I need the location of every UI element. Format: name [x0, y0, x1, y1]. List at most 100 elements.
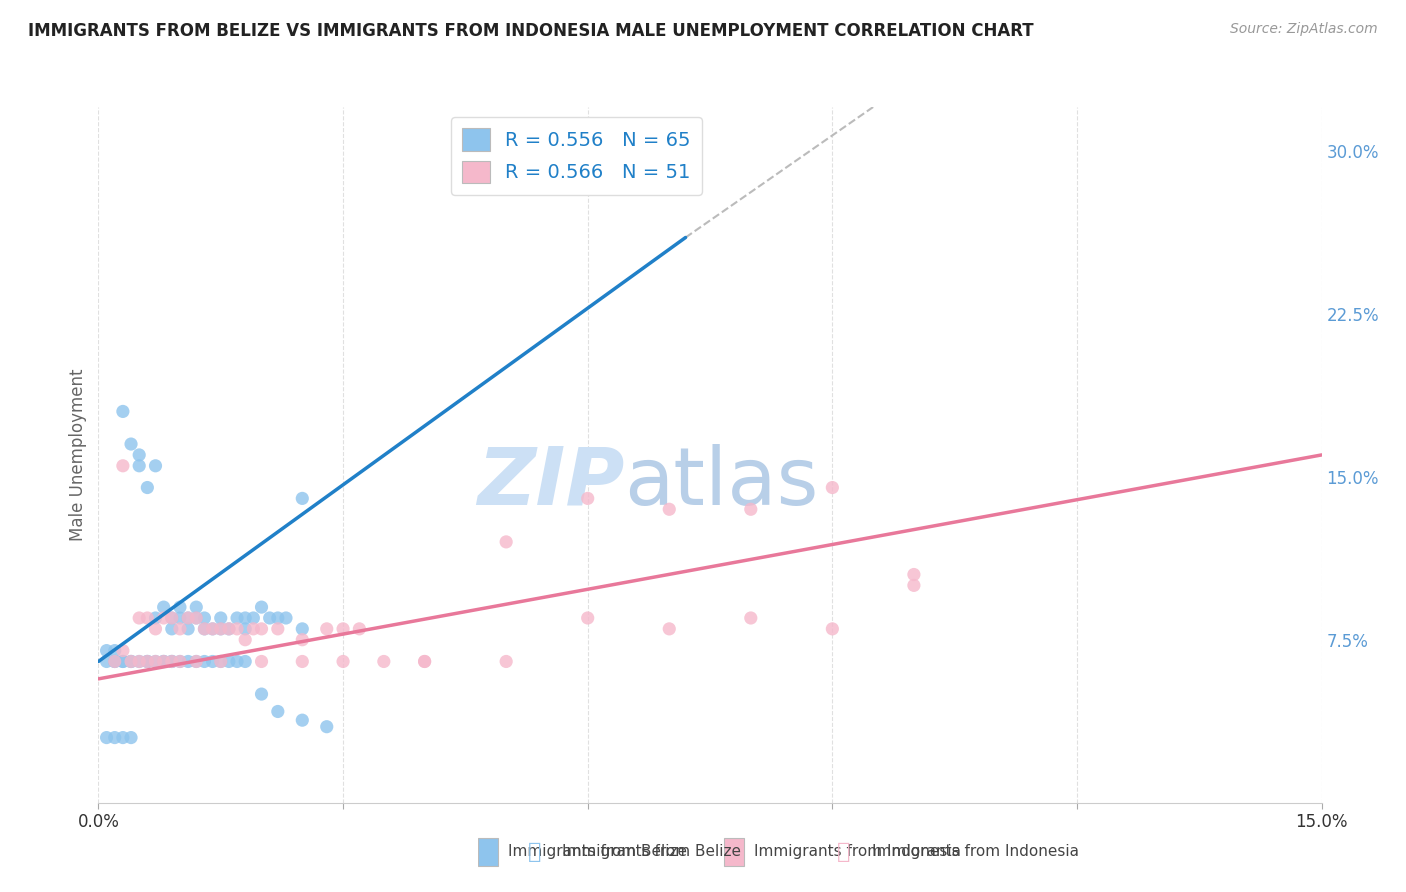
- Point: [226, 655, 249, 669]
- Point: [291, 655, 314, 669]
- Point: [128, 655, 150, 669]
- Point: [242, 611, 264, 625]
- Point: [96, 731, 118, 745]
- Point: [96, 643, 118, 657]
- Point: [186, 611, 208, 625]
- Point: [160, 622, 183, 636]
- Y-axis label: Male Unemployment: Male Unemployment: [69, 368, 87, 541]
- Point: [177, 655, 200, 669]
- Point: [274, 611, 297, 625]
- Point: [267, 705, 290, 719]
- Point: [193, 622, 215, 636]
- Point: [120, 655, 142, 669]
- Point: [169, 655, 191, 669]
- Point: [111, 643, 134, 657]
- Text: Immigrants from Belize: Immigrants from Belize: [508, 845, 686, 859]
- Point: [136, 655, 159, 669]
- Point: [218, 655, 240, 669]
- Point: [152, 655, 174, 669]
- Point: [128, 458, 150, 473]
- Point: [104, 655, 127, 669]
- Point: [209, 655, 232, 669]
- Text: Source: ZipAtlas.com: Source: ZipAtlas.com: [1230, 22, 1378, 37]
- Legend: R = 0.556   N = 65, R = 0.566   N = 51: R = 0.556 N = 65, R = 0.566 N = 51: [451, 117, 702, 194]
- Point: [169, 622, 191, 636]
- Point: [413, 655, 436, 669]
- Point: [226, 622, 249, 636]
- Point: [315, 622, 337, 636]
- Point: [145, 655, 167, 669]
- Point: [186, 600, 208, 615]
- Point: [233, 632, 256, 647]
- Point: [111, 404, 134, 418]
- Point: [145, 611, 167, 625]
- Bar: [478, 838, 498, 866]
- Point: [111, 655, 134, 669]
- Text: Immigrants from Belize: Immigrants from Belize: [562, 845, 741, 859]
- Point: [373, 655, 395, 669]
- Point: [152, 655, 174, 669]
- Text: atlas: atlas: [624, 443, 818, 522]
- Point: [128, 655, 150, 669]
- Point: [740, 611, 762, 625]
- Point: [120, 731, 142, 745]
- Point: [169, 655, 191, 669]
- Point: [152, 600, 174, 615]
- Point: [201, 622, 224, 636]
- Point: [218, 622, 240, 636]
- Point: [160, 655, 183, 669]
- Point: [136, 611, 159, 625]
- Point: [332, 622, 354, 636]
- Point: [136, 655, 159, 669]
- Point: [226, 611, 249, 625]
- Point: [136, 481, 159, 495]
- Point: [152, 655, 174, 669]
- Point: [291, 632, 314, 647]
- Point: [250, 622, 273, 636]
- Point: [291, 491, 314, 506]
- Point: [145, 458, 167, 473]
- Point: [104, 655, 127, 669]
- Point: [145, 622, 167, 636]
- Text: IMMIGRANTS FROM BELIZE VS IMMIGRANTS FROM INDONESIA MALE UNEMPLOYMENT CORRELATIO: IMMIGRANTS FROM BELIZE VS IMMIGRANTS FRO…: [28, 22, 1033, 40]
- Point: [160, 655, 183, 669]
- Point: [349, 622, 371, 636]
- Point: [740, 502, 762, 516]
- Point: [233, 611, 256, 625]
- Point: [209, 622, 232, 636]
- Point: [136, 655, 159, 669]
- Text: ZIP: ZIP: [477, 443, 624, 522]
- Point: [821, 622, 844, 636]
- Point: [291, 622, 314, 636]
- Point: [658, 502, 681, 516]
- Point: [250, 655, 273, 669]
- Point: [160, 611, 183, 625]
- Point: [169, 600, 191, 615]
- Point: [186, 611, 208, 625]
- Point: [111, 655, 134, 669]
- Point: [291, 713, 314, 727]
- Point: [152, 611, 174, 625]
- Point: [104, 655, 127, 669]
- Point: [177, 622, 200, 636]
- Text: Immigrants from Indonesia: Immigrants from Indonesia: [754, 845, 960, 859]
- Point: [177, 611, 200, 625]
- Point: [104, 731, 127, 745]
- Point: [128, 448, 150, 462]
- Point: [104, 643, 127, 657]
- Point: [821, 481, 844, 495]
- Point: [233, 622, 256, 636]
- Point: [193, 655, 215, 669]
- Point: [495, 655, 517, 669]
- Point: [128, 611, 150, 625]
- Text: Immigrants from Indonesia: Immigrants from Indonesia: [872, 845, 1078, 859]
- Point: [186, 655, 208, 669]
- Point: [209, 655, 232, 669]
- Point: [495, 535, 517, 549]
- Point: [209, 611, 232, 625]
- Point: [576, 491, 599, 506]
- Bar: [724, 838, 744, 866]
- Point: [120, 655, 142, 669]
- Point: [218, 622, 240, 636]
- Point: [903, 578, 925, 592]
